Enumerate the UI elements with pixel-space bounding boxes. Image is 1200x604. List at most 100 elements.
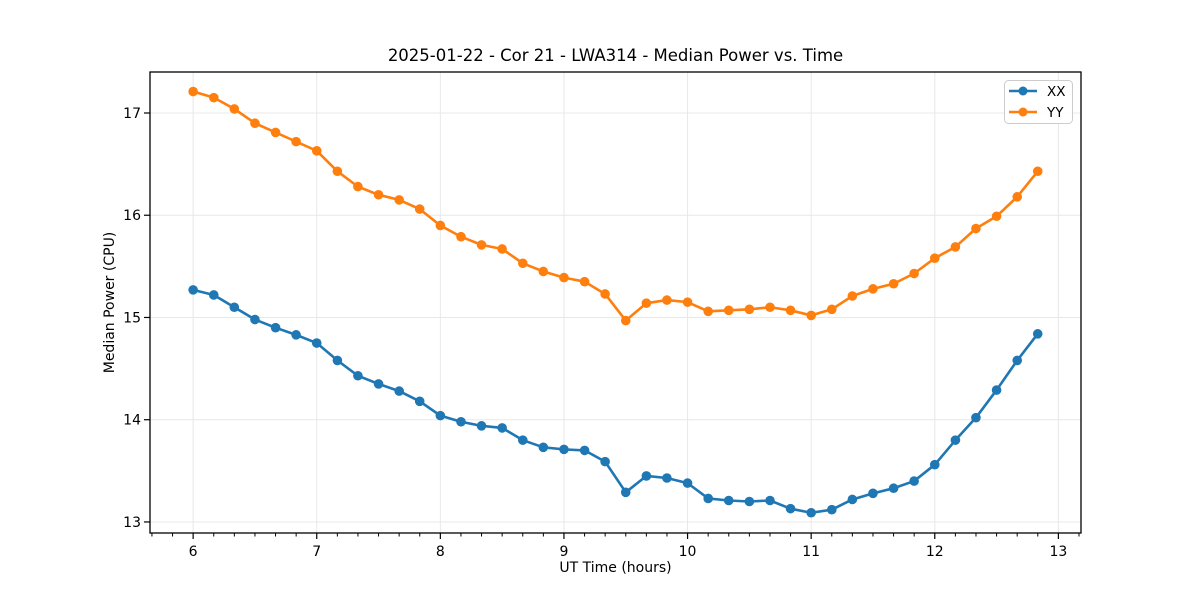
series-XX-marker	[311, 338, 322, 348]
series-XX-marker	[188, 285, 198, 295]
x-tick-label: 9	[559, 544, 568, 560]
series-XX-marker	[476, 421, 487, 431]
series-XX-marker	[600, 456, 610, 467]
series-YY-marker	[600, 289, 610, 299]
series-YY-marker	[991, 211, 1002, 222]
x-axis-label: UT Time (hours)	[559, 560, 671, 576]
series-XX-marker	[909, 476, 919, 486]
series-XX-marker	[559, 444, 569, 455]
series-XX-marker	[620, 487, 631, 498]
series-XX-marker	[765, 495, 775, 506]
series-YY-marker	[703, 306, 714, 317]
series-XX-marker	[785, 503, 796, 514]
series-XX-marker	[723, 495, 734, 506]
axis-ticks: 6 7 8 9 10 11 12 13 13 14 15 16 17	[123, 106, 1080, 560]
series-XX-marker	[332, 355, 343, 366]
legend-label: YY	[1046, 105, 1064, 121]
series-YY-marker	[950, 242, 961, 252]
series-YY-marker	[229, 104, 240, 114]
series-XX-marker	[353, 370, 363, 381]
series-XX-marker	[971, 412, 981, 423]
series-XX-marker	[929, 459, 940, 470]
series-YY-marker	[311, 146, 322, 156]
series-YY-marker	[785, 305, 796, 316]
series-YY-marker	[188, 86, 198, 97]
series-YY-marker	[868, 284, 878, 294]
series-YY-marker	[662, 295, 672, 305]
series-XX-marker	[291, 330, 301, 340]
series-YY-marker	[847, 291, 858, 301]
x-tick-label: 12	[926, 544, 944, 560]
legend: XX YY	[1004, 80, 1073, 124]
series-YY-marker	[456, 231, 466, 242]
series-YY-marker	[291, 136, 301, 147]
series-XX-marker	[373, 379, 384, 389]
series-XX-marker	[270, 322, 281, 333]
series-YY-marker	[332, 166, 343, 177]
gridlines	[150, 72, 1081, 533]
legend-marker-sample	[1018, 86, 1028, 96]
series-XX-marker	[806, 507, 816, 518]
x-tick-label: 7	[312, 544, 321, 560]
series-XX-marker	[497, 423, 507, 433]
series-YY-marker	[806, 310, 816, 321]
series-XX-marker	[538, 442, 549, 453]
series-XX-marker	[579, 445, 590, 456]
series-XX-marker	[827, 504, 837, 515]
series-XX-marker	[1032, 329, 1043, 339]
y-tick-label: 17	[123, 106, 141, 122]
series-YY-marker	[497, 244, 507, 254]
series-YY-marker	[353, 181, 363, 192]
legend-marker-sample	[1018, 107, 1028, 117]
series-YY-marker	[909, 268, 919, 279]
series-XX-marker	[991, 385, 1002, 395]
series-YY-marker	[1012, 192, 1023, 202]
series-YY-marker	[765, 302, 775, 313]
series-XX-marker	[1012, 355, 1023, 366]
series-YY-marker	[414, 204, 425, 214]
x-tick-label: 13	[1049, 544, 1067, 560]
series-YY-marker	[538, 266, 549, 277]
series-XX-marker	[744, 496, 755, 507]
series-XX-marker	[394, 386, 404, 396]
series-XX-marker	[888, 483, 899, 494]
series-YY-marker	[682, 297, 693, 307]
series-YY-marker	[394, 195, 404, 205]
series-YY-marker	[435, 220, 446, 231]
plot-border	[149, 71, 1082, 534]
chart-title: 2025-01-22 - Cor 21 - LWA314 - Median Po…	[388, 46, 843, 65]
y-tick-label: 16	[123, 208, 141, 224]
x-tick-label: 8	[436, 544, 445, 560]
y-tick-label: 13	[123, 515, 141, 531]
series-YY-marker	[270, 127, 281, 138]
y-tick-label: 14	[123, 413, 141, 429]
series-XX-marker	[682, 478, 693, 488]
y-tick-label: 15	[123, 310, 141, 326]
series-XX-marker	[950, 435, 961, 445]
x-tick-label: 11	[802, 544, 820, 560]
series-YY-marker	[641, 298, 652, 308]
series-XX-marker	[229, 302, 240, 313]
series-YY-marker	[250, 118, 260, 129]
series-YY-marker	[517, 258, 528, 269]
series-YY-marker	[1032, 166, 1043, 177]
x-tick-label: 6	[189, 544, 198, 560]
y-axis-label: Median Power (CPU)	[102, 232, 118, 374]
series-XX-marker	[435, 410, 446, 421]
series-XX-marker	[703, 493, 714, 504]
series-XX-marker	[847, 494, 858, 505]
series-XX-marker	[662, 473, 672, 483]
series-YY-marker	[971, 223, 981, 234]
series-YY-marker	[888, 278, 899, 289]
series-YY-marker	[744, 304, 755, 315]
series-XX-marker	[517, 435, 528, 445]
series-XX-marker	[208, 290, 219, 300]
series-YY-marker	[559, 272, 569, 283]
series-YY-marker	[208, 92, 219, 103]
x-tick-label: 10	[679, 544, 697, 560]
series-XX-marker	[456, 416, 466, 427]
series-YY-line	[191, 90, 1040, 322]
legend-entries: XX YY	[1009, 84, 1066, 121]
